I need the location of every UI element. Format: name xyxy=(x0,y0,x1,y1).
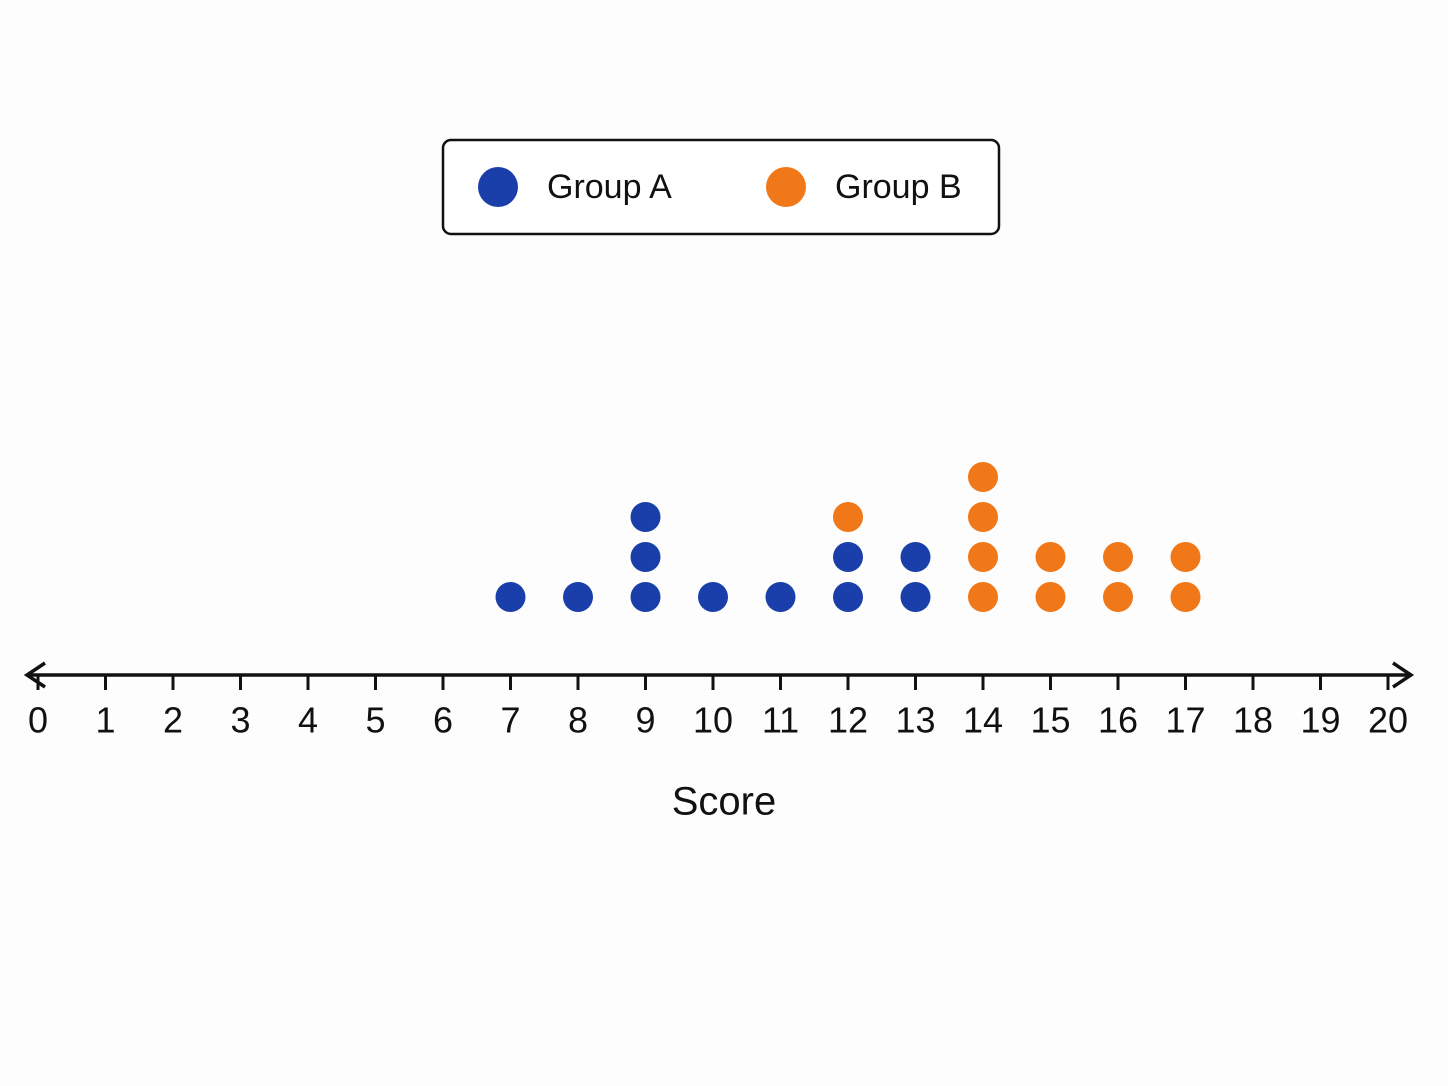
x-tick-label: 7 xyxy=(500,700,520,741)
x-tick-label: 16 xyxy=(1098,700,1138,741)
dot xyxy=(968,582,998,612)
dot xyxy=(1103,542,1133,572)
x-tick-label: 1 xyxy=(95,700,115,741)
x-tick-label: 17 xyxy=(1165,700,1205,741)
legend-swatch xyxy=(478,167,518,207)
x-tick-label: 18 xyxy=(1233,700,1273,741)
dot xyxy=(900,542,931,572)
x-tick-label: 14 xyxy=(963,700,1003,741)
x-tick-label: 11 xyxy=(762,700,799,741)
x-tick-label: 10 xyxy=(693,700,733,741)
dot xyxy=(900,582,931,612)
x-tick-label: 5 xyxy=(365,700,385,741)
dot xyxy=(630,542,661,572)
x-tick-label: 0 xyxy=(28,700,48,741)
x-tick-label: 20 xyxy=(1368,700,1408,741)
dot xyxy=(698,582,728,612)
x-axis-label: Score xyxy=(672,780,777,824)
axis-arrow-right xyxy=(1392,661,1415,689)
dot xyxy=(630,502,661,532)
legend-box xyxy=(441,138,1001,236)
x-tick-label: 19 xyxy=(1300,700,1340,741)
dot xyxy=(968,542,998,572)
x-tick-label: 6 xyxy=(433,700,453,741)
dot xyxy=(968,462,998,492)
x-tick-label: 13 xyxy=(895,700,935,741)
dot xyxy=(968,502,998,532)
x-tick-label: 2 xyxy=(163,700,183,741)
dot xyxy=(630,582,661,612)
x-tick-label: 3 xyxy=(230,700,250,741)
x-tick-label: 12 xyxy=(828,700,868,741)
x-tick-label: 4 xyxy=(298,700,318,741)
dot xyxy=(765,582,796,612)
x-tick-label: 8 xyxy=(568,700,588,741)
dot xyxy=(833,502,863,532)
dot xyxy=(563,582,593,612)
dot xyxy=(833,542,863,572)
x-tick-label: 9 xyxy=(635,700,655,741)
dot xyxy=(495,582,526,612)
dot xyxy=(1035,542,1066,572)
legend-label: Group A xyxy=(547,168,672,206)
legend-swatch xyxy=(766,167,806,207)
dot xyxy=(1035,582,1066,612)
legend-label: Group B xyxy=(835,168,962,206)
dot xyxy=(1103,582,1133,612)
dot xyxy=(1170,582,1201,612)
x-tick-label: 15 xyxy=(1030,700,1070,741)
dot xyxy=(833,582,863,612)
dot xyxy=(1170,542,1201,572)
